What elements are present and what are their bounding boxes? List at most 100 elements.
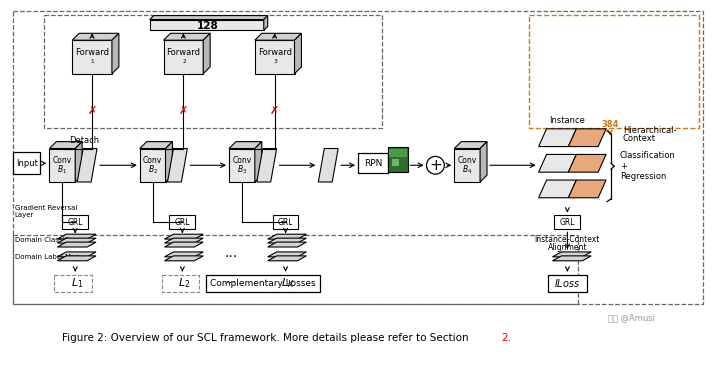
Text: ✗: ✗ (179, 106, 188, 116)
Text: +: + (429, 158, 442, 173)
Text: Conv: Conv (457, 156, 477, 165)
Text: Detach: Detach (69, 136, 99, 145)
Polygon shape (539, 180, 576, 198)
Polygon shape (268, 256, 307, 261)
Polygon shape (480, 142, 487, 182)
Text: GRL: GRL (175, 218, 190, 227)
Text: ···: ··· (225, 250, 238, 264)
Polygon shape (229, 149, 255, 182)
Polygon shape (268, 242, 307, 247)
Polygon shape (264, 16, 268, 30)
Polygon shape (168, 149, 187, 182)
Polygon shape (58, 242, 96, 247)
FancyBboxPatch shape (161, 274, 199, 292)
Polygon shape (539, 129, 576, 147)
Text: Conv: Conv (53, 156, 72, 165)
Polygon shape (294, 33, 302, 74)
FancyBboxPatch shape (392, 160, 399, 166)
Polygon shape (568, 129, 606, 147)
Polygon shape (75, 142, 82, 182)
Polygon shape (229, 142, 262, 149)
Circle shape (426, 157, 444, 174)
Text: ✗: ✗ (87, 106, 96, 116)
Polygon shape (140, 142, 173, 149)
Text: $B_1$: $B_1$ (58, 164, 68, 176)
Text: 2.: 2. (501, 333, 511, 343)
Text: Figure 2: Overview of our SCL framework. More details please refer to Section: Figure 2: Overview of our SCL framework.… (63, 333, 472, 343)
Text: Domain Label Map: Domain Label Map (14, 254, 80, 260)
Text: $L_1$: $L_1$ (71, 277, 84, 290)
Polygon shape (112, 33, 119, 74)
Polygon shape (568, 180, 606, 198)
Polygon shape (166, 142, 173, 182)
Text: Layer: Layer (14, 211, 34, 218)
Polygon shape (255, 40, 294, 74)
FancyBboxPatch shape (388, 147, 408, 172)
Polygon shape (165, 238, 203, 243)
Text: GRL: GRL (278, 218, 293, 227)
Text: Instance: Instance (549, 116, 585, 126)
Text: Forward: Forward (258, 47, 292, 57)
Polygon shape (255, 142, 262, 182)
Polygon shape (454, 142, 487, 149)
Text: ···: ··· (225, 278, 236, 288)
FancyBboxPatch shape (273, 215, 299, 229)
Text: $B_4$: $B_4$ (462, 164, 472, 176)
Text: Context: Context (623, 134, 656, 143)
Polygon shape (58, 256, 96, 261)
Polygon shape (77, 149, 97, 182)
Polygon shape (539, 154, 576, 172)
Polygon shape (318, 149, 338, 182)
FancyBboxPatch shape (265, 274, 302, 292)
Text: ✗: ✗ (270, 106, 279, 116)
Polygon shape (552, 252, 591, 257)
Text: Complementary Losses: Complementary Losses (210, 279, 315, 288)
Text: Input: Input (16, 159, 37, 168)
Polygon shape (165, 234, 203, 239)
Text: $_1$: $_1$ (91, 57, 96, 66)
Text: $B_2$: $B_2$ (148, 164, 158, 176)
Text: 128: 128 (197, 21, 219, 31)
Text: GRL: GRL (68, 218, 83, 227)
Text: $ILoss$: $ILoss$ (554, 277, 580, 289)
FancyBboxPatch shape (547, 274, 588, 292)
Text: $_2$: $_2$ (181, 57, 187, 66)
Polygon shape (165, 252, 203, 257)
Polygon shape (58, 234, 96, 239)
Polygon shape (150, 16, 268, 19)
Polygon shape (165, 256, 203, 261)
Text: 384: 384 (601, 120, 618, 129)
FancyBboxPatch shape (13, 153, 40, 174)
Polygon shape (454, 149, 480, 182)
FancyBboxPatch shape (63, 215, 88, 229)
FancyBboxPatch shape (389, 149, 407, 157)
Text: $L_K$: $L_K$ (281, 277, 294, 290)
Text: $_3$: $_3$ (273, 57, 279, 66)
Text: Forward: Forward (75, 47, 109, 57)
Text: Domain Classifier: Domain Classifier (14, 237, 76, 243)
Polygon shape (203, 33, 210, 74)
Text: Conv: Conv (233, 156, 251, 165)
Polygon shape (72, 33, 119, 40)
FancyBboxPatch shape (55, 274, 92, 292)
Polygon shape (165, 242, 203, 247)
Polygon shape (58, 252, 96, 257)
FancyBboxPatch shape (358, 153, 388, 173)
Polygon shape (268, 238, 307, 243)
Text: Alignment: Alignment (548, 242, 587, 251)
Text: Classification
+
Regression: Classification + Regression (620, 151, 676, 181)
Text: $B_3$: $B_3$ (237, 164, 247, 176)
Polygon shape (140, 149, 166, 182)
Polygon shape (50, 149, 75, 182)
Polygon shape (150, 19, 264, 30)
Polygon shape (58, 238, 96, 243)
Polygon shape (50, 142, 82, 149)
FancyBboxPatch shape (169, 215, 195, 229)
FancyBboxPatch shape (554, 215, 580, 229)
Text: GRL: GRL (559, 218, 575, 227)
Text: Gradient Reversal: Gradient Reversal (14, 205, 77, 211)
Polygon shape (552, 256, 591, 261)
Polygon shape (268, 252, 307, 257)
Text: Hierarchical-: Hierarchical- (623, 126, 677, 135)
Polygon shape (163, 33, 210, 40)
